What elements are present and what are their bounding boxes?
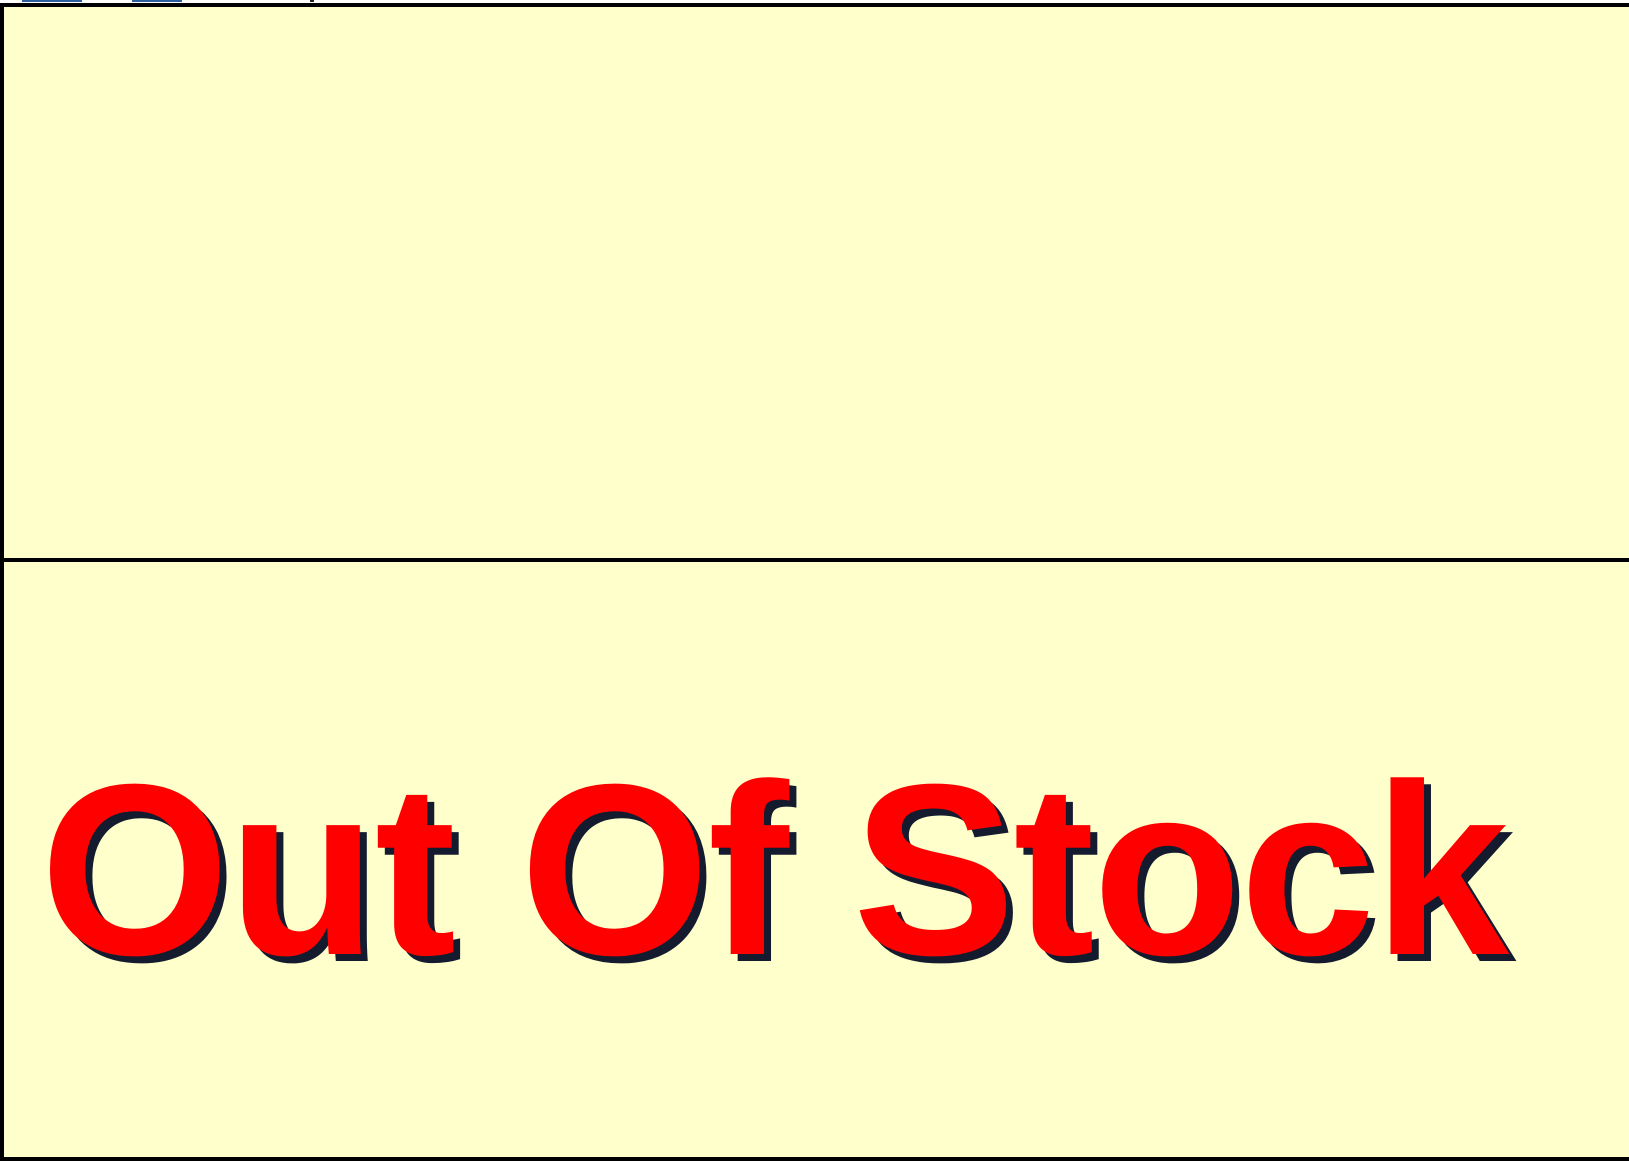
clipped-link-fragment bbox=[22, 0, 82, 2]
clipped-top-content bbox=[0, 0, 1629, 4]
stock-status-panel bbox=[0, 558, 1629, 1161]
out-of-stock-label: Out Of Stock bbox=[40, 733, 1509, 1006]
empty-upper-panel bbox=[0, 3, 1629, 564]
clipped-text-fragment bbox=[310, 0, 314, 2]
clipped-link-fragment bbox=[132, 0, 182, 2]
